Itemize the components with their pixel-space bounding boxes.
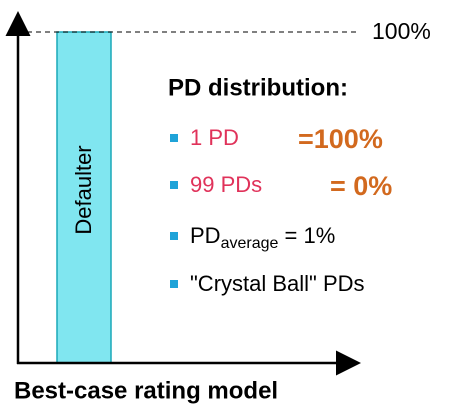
reference-label: 100% <box>372 18 431 44</box>
item-text: PDaverage = 1% <box>190 223 335 252</box>
caption: Best-case rating model <box>14 377 278 404</box>
bullet <box>170 134 178 142</box>
item-subscript: average <box>221 235 279 252</box>
bullet <box>170 280 178 288</box>
bullet <box>170 181 178 189</box>
heading: PD distribution: <box>168 74 348 101</box>
item-result: = 0% <box>330 171 392 201</box>
item-rest: = 1% <box>278 223 335 248</box>
bar-label: Defaulter <box>71 145 96 234</box>
item-result: =100% <box>298 124 383 154</box>
item-main: PD <box>190 223 221 248</box>
item-text: 1 PD <box>190 125 239 150</box>
bullet <box>170 232 178 240</box>
defaulter-bar <box>56 31 112 364</box>
item-text: 99 PDs <box>190 172 262 197</box>
item-text: "Crystal Ball" PDs <box>190 271 365 296</box>
